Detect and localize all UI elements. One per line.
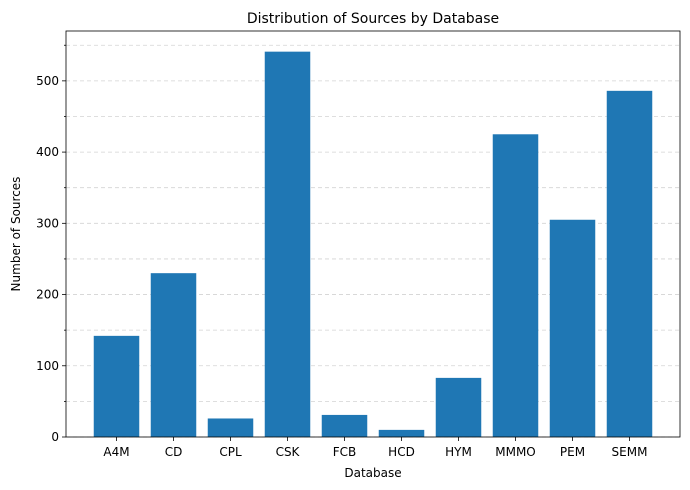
x-tick-label-a4m: A4M (103, 445, 129, 459)
x-axis: A4M CD CPL CSK FCB HCD HYM MMMO PEM SEMM (103, 437, 647, 459)
x-tick-label-fcb: FCB (333, 445, 357, 459)
bar-semm (606, 90, 653, 438)
y-tick-label: 200 (36, 288, 59, 302)
bar-pem (549, 219, 596, 437)
bar-cd (150, 273, 197, 437)
y-tick-label: 0 (51, 430, 59, 444)
x-tick-label-csk: CSK (276, 445, 301, 459)
y-axis-label: Number of Sources (9, 177, 23, 292)
x-tick-label-pem: PEM (560, 445, 585, 459)
y-tick-label: 400 (36, 145, 59, 159)
x-tick-label-cpl: CPL (219, 445, 242, 459)
bars (93, 51, 653, 438)
x-tick-label-cd: CD (165, 445, 183, 459)
bar-cpl (207, 418, 254, 437)
bar-mmmo (492, 134, 539, 437)
bar-hym (435, 377, 482, 437)
y-axis: 0 100 200 300 400 500 (36, 44, 66, 444)
bar-csk (264, 51, 311, 438)
y-tick-label: 300 (36, 216, 59, 230)
bar-hcd (378, 429, 425, 437)
x-tick-label-hcd: HCD (388, 445, 415, 459)
x-tick-label-mmmo: MMMO (495, 445, 536, 459)
plot-frame (65, 30, 681, 438)
x-axis-label: Database (344, 466, 401, 480)
bar-a4m (93, 335, 140, 437)
chart-title: Distribution of Sources by Database (247, 11, 499, 27)
y-tick-label: 500 (36, 74, 59, 88)
bar-fcb (321, 414, 368, 437)
x-tick-label-hym: HYM (445, 445, 472, 459)
x-tick-label-semm: SEMM (612, 445, 648, 459)
y-tick-label: 100 (36, 359, 59, 373)
